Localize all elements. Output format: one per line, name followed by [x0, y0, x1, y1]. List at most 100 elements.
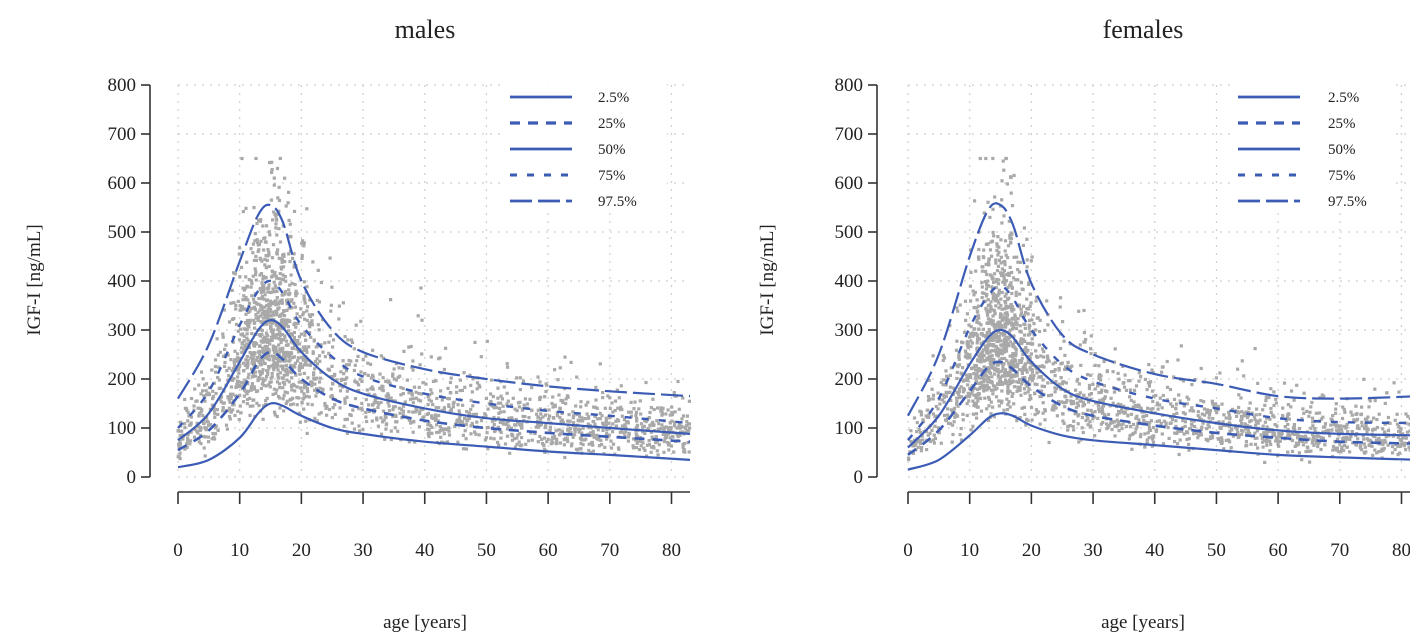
- data-point: [219, 395, 224, 399]
- data-point: [982, 387, 986, 391]
- data-point: [1222, 413, 1226, 417]
- data-point: [297, 368, 301, 372]
- data-point: [183, 447, 187, 451]
- data-point: [241, 298, 245, 302]
- data-point: [942, 400, 946, 404]
- data-point: [971, 366, 975, 370]
- data-point: [648, 423, 652, 427]
- data-point: [1274, 401, 1278, 405]
- data-point: [976, 336, 980, 340]
- data-point: [1023, 333, 1027, 337]
- legend-label: 97.5%: [598, 194, 637, 210]
- data-point: [391, 408, 395, 412]
- data-point: [1237, 405, 1241, 409]
- data-point: [1025, 237, 1029, 241]
- data-point: [635, 441, 639, 445]
- data-point: [558, 415, 562, 420]
- data-point: [918, 439, 922, 443]
- data-point: [213, 432, 218, 436]
- data-point: [993, 293, 997, 297]
- males-panel: 0 100 200 300 400 500 600 700 800 0 10 20 30 40 50 60 70…: [0, 0, 700, 640]
- data-point: [1092, 415, 1097, 419]
- data-point: [1207, 425, 1211, 429]
- data-point: [1041, 401, 1045, 405]
- data-point: [313, 377, 317, 381]
- data-point: [1197, 433, 1201, 437]
- data-point: [1007, 273, 1011, 277]
- data-point: [299, 380, 304, 384]
- data-point: [261, 277, 265, 281]
- data-point: [983, 299, 987, 303]
- data-point: [1235, 427, 1239, 431]
- data-point: [497, 411, 501, 415]
- data-point: [975, 332, 979, 337]
- data-point: [1034, 367, 1038, 371]
- data-point: [1253, 436, 1257, 440]
- data-point: [1404, 412, 1408, 416]
- data-point: [1004, 156, 1008, 161]
- data-point: [1027, 307, 1031, 311]
- data-point: [437, 413, 441, 418]
- data-point: [1285, 416, 1289, 420]
- data-point: [1030, 337, 1034, 341]
- data-point: [315, 387, 319, 391]
- data-point: [958, 396, 962, 400]
- data-point: [297, 350, 301, 354]
- data-point: [343, 399, 347, 403]
- data-point: [279, 340, 283, 345]
- data-point: [328, 334, 332, 338]
- data-point: [438, 425, 442, 429]
- data-point: [1377, 450, 1381, 454]
- data-point: [446, 386, 450, 390]
- data-point: [1061, 320, 1065, 324]
- data-point: [1011, 276, 1016, 280]
- data-point: [332, 373, 337, 378]
- data-point: [668, 420, 672, 425]
- data-point: [499, 436, 503, 440]
- data-point: [505, 362, 509, 366]
- data-point: [250, 359, 254, 363]
- data-point: [536, 419, 540, 423]
- data-point: [371, 387, 375, 391]
- data-point: [221, 406, 225, 410]
- data-point: [536, 375, 540, 379]
- data-point: [1043, 328, 1047, 332]
- data-point: [1143, 377, 1147, 381]
- data-point: [599, 438, 603, 443]
- data-point: [426, 403, 430, 407]
- data-point: [1088, 420, 1092, 424]
- data-point: [1199, 431, 1203, 435]
- data-point: [1015, 255, 1019, 259]
- data-point: [979, 368, 983, 372]
- data-point: [281, 293, 285, 297]
- data-point: [188, 442, 192, 446]
- data-point: [315, 390, 319, 394]
- data-point: [1011, 360, 1015, 365]
- data-point: [608, 396, 612, 400]
- data-point: [1249, 442, 1253, 446]
- data-point: [1227, 438, 1231, 442]
- data-point: [250, 281, 254, 286]
- data-point: [618, 430, 622, 434]
- data-point: [288, 358, 292, 362]
- data-point: [1003, 239, 1008, 243]
- data-point: [397, 406, 401, 410]
- data-point: [573, 429, 577, 433]
- data-point: [675, 426, 679, 430]
- data-point: [1286, 450, 1290, 454]
- data-point: [1012, 334, 1016, 338]
- data-point: [369, 376, 373, 380]
- data-point: [619, 384, 623, 388]
- data-point: [261, 368, 265, 372]
- data-point: [1030, 377, 1034, 381]
- data-point: [1348, 450, 1352, 454]
- data-point: [1016, 278, 1020, 282]
- data-point: [1012, 402, 1016, 406]
- data-point: [260, 328, 264, 332]
- data-point: [259, 350, 263, 354]
- data-point: [555, 439, 559, 443]
- y-tick-label: 600: [835, 173, 864, 194]
- data-point: [317, 300, 321, 304]
- data-point: [330, 285, 334, 289]
- data-point: [275, 361, 280, 365]
